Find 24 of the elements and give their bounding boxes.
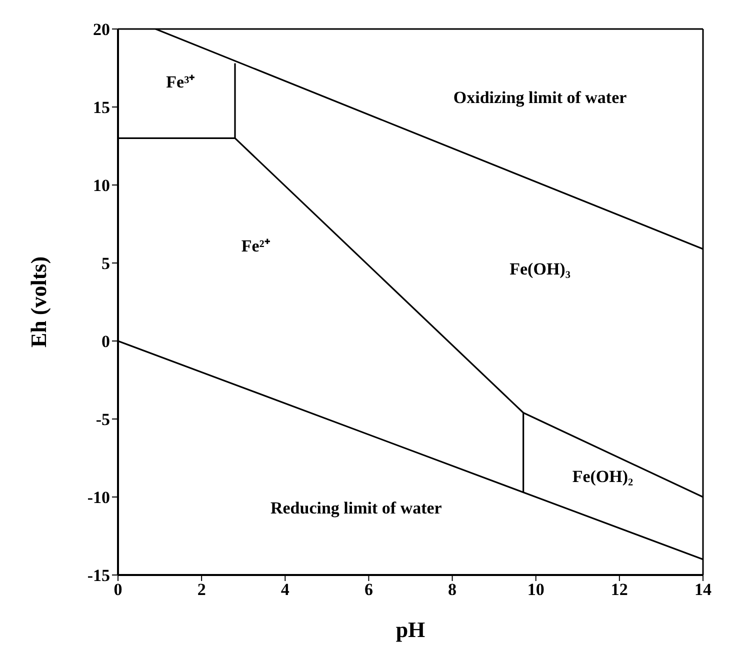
x-tick-label: 14 — [694, 580, 712, 600]
x-tick-label: 8 — [448, 580, 457, 600]
y-axis-title: Eh (volts) — [26, 256, 51, 348]
y-tick-label: -15 — [87, 566, 110, 586]
x-tick-label: 6 — [364, 580, 373, 600]
y-tick-label: 15 — [93, 98, 110, 118]
x-tick-label: 12 — [610, 580, 628, 600]
x-tick-label: 4 — [280, 580, 290, 600]
annotation: Fe²⁺ — [241, 236, 270, 256]
y-tick-label: 5 — [102, 254, 110, 274]
y-tick-label: 10 — [93, 176, 110, 196]
annotation: Reducing limit of water — [270, 498, 442, 518]
y-tick-label: -10 — [87, 488, 110, 508]
x-tick-label: 0 — [114, 580, 122, 600]
y-tick-label: 0 — [102, 332, 110, 352]
annotation: Fe(OH)₃ — [510, 260, 570, 279]
x-axis-title: pH — [396, 617, 426, 642]
y-tick-label: 20 — [93, 20, 110, 40]
annotation: Oxidizing limit of water — [453, 88, 628, 108]
x-tick-label: 2 — [197, 580, 206, 600]
annotation: Fe³⁺ — [166, 72, 196, 92]
annotation: Fe(OH)₂ — [572, 467, 634, 486]
x-tick-label: 10 — [527, 580, 544, 600]
y-tick-label: -5 — [96, 410, 110, 430]
